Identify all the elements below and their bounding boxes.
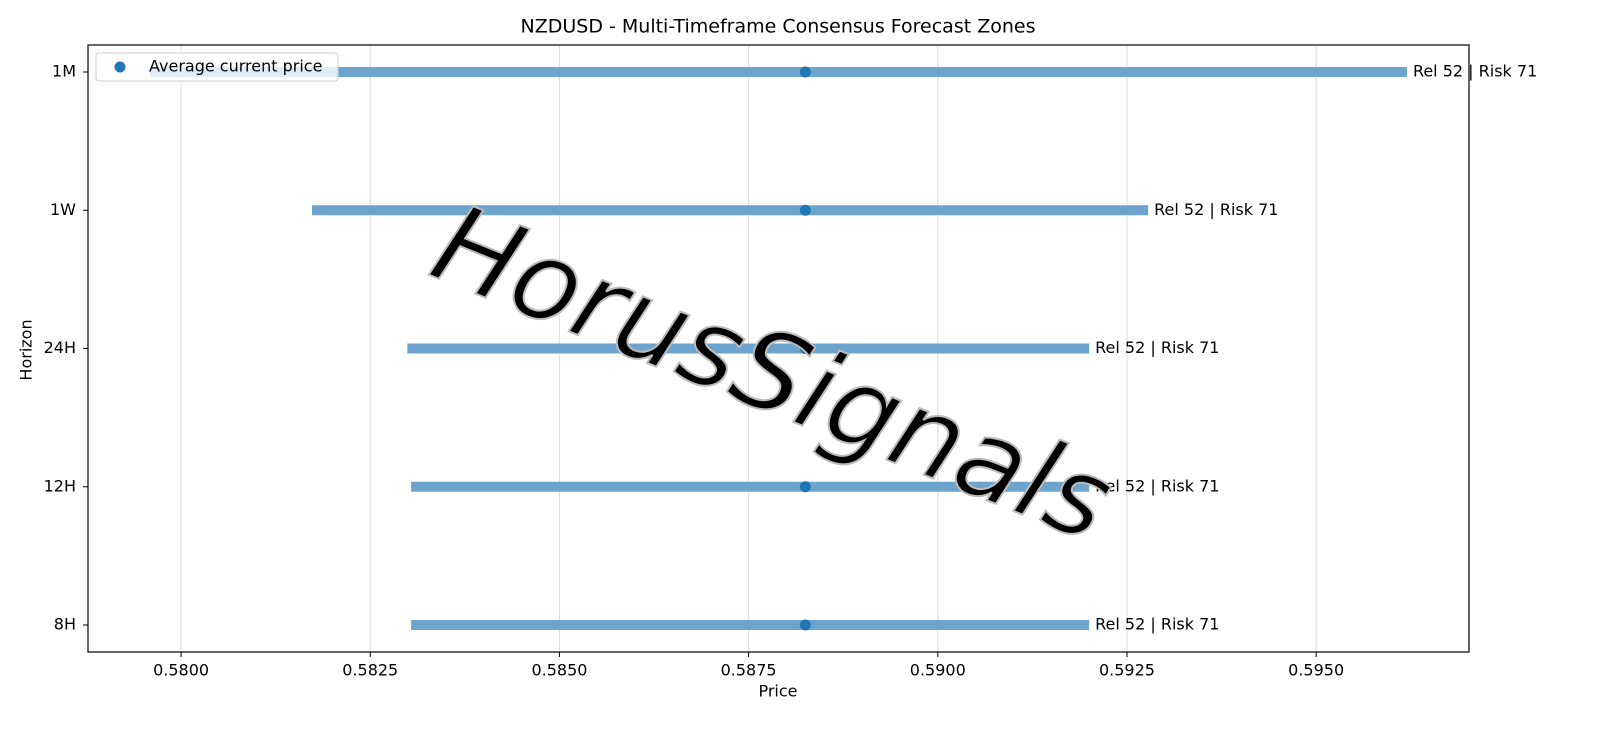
x-tick-label: 0.5925 [1099,661,1155,680]
range-bar [150,67,1407,77]
annotation: Rel 52 | Risk 71 [1154,200,1278,219]
annotation: Rel 52 | Risk 71 [1095,476,1219,495]
y-tick-label: 1W [50,200,76,219]
annotation: Rel 52 | Risk 71 [1413,62,1537,81]
chart-title: NZDUSD - Multi-Timeframe Consensus Forec… [521,16,1036,38]
annotation: Rel 52 | Risk 71 [1095,615,1219,634]
y-tick-label: 24H [44,338,76,357]
x-tick-label: 0.5825 [342,661,398,680]
legend-label: Average current price [149,57,322,76]
annotation: Rel 52 | Risk 71 [1095,338,1219,357]
x-tick-label: 0.5900 [910,661,966,680]
x-axis-label: Price [758,682,797,701]
current-price-point [799,343,811,354]
current-price-point [799,66,811,78]
current-price-point [799,204,811,216]
legend-box [95,52,339,82]
y-tick-label: 12H [44,476,76,495]
range-bar [407,343,1090,354]
x-tick-label: 0.5800 [153,661,209,680]
range-bar [411,620,1090,630]
x-tick-label: 0.5950 [1288,661,1344,680]
legend: Average current price [95,52,339,82]
plot-frame [87,44,1470,653]
range-bar [311,205,1149,216]
x-tick-label: 0.5850 [531,661,587,680]
y-axis-label: Horizon [17,319,36,380]
y-tick-label: 8H [54,615,76,634]
x-tick-label: 0.5875 [721,661,777,680]
y-tick-label: 1M [52,62,76,81]
current-price-point [799,619,811,631]
current-price-point [799,481,811,493]
range-bar [411,481,1090,492]
legend-marker [114,61,126,73]
